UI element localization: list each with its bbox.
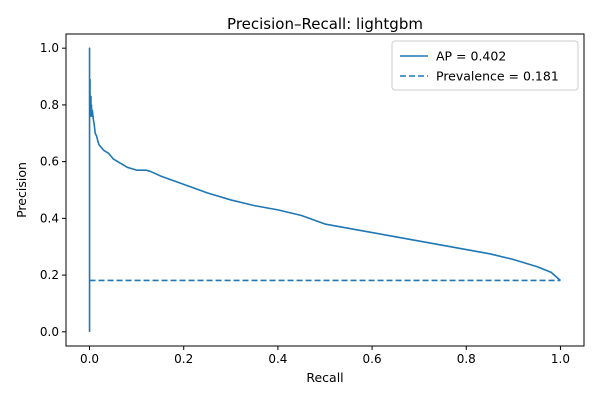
- y-tick-label: 0.2: [40, 268, 59, 282]
- plot-axes: 0.0 0.2 0.4 0.6 0.8 1.0 0.0 0.2 0.4 0.6 0.8 1.0: [40, 33, 585, 366]
- legend-label: Prevalence = 0.181: [436, 69, 559, 84]
- y-tick-label: 1.0: [40, 41, 59, 55]
- legend: AP = 0.402 Prevalence = 0.181: [391, 40, 579, 91]
- x-tick-label: 0.2: [174, 352, 193, 366]
- y-tick-label: 0.4: [40, 211, 59, 225]
- plot-frame: [65, 33, 585, 347]
- chart-title: Precision–Recall: lightgbm: [227, 15, 423, 33]
- y-tick-label: 0.8: [40, 98, 59, 112]
- x-tick-label: 0.4: [268, 352, 287, 366]
- series-layer: [88, 47, 561, 332]
- pr-curve-line: [88, 47, 561, 332]
- x-tick-label: 0.8: [457, 352, 476, 366]
- x-tick-label: 1.0: [551, 352, 570, 366]
- x-tick-label: 0.0: [80, 352, 99, 366]
- y-tick-label: 0.6: [40, 155, 59, 169]
- x-axis-label: Recall: [306, 370, 343, 385]
- legend-label: AP = 0.402: [436, 49, 506, 64]
- legend-box: [391, 40, 579, 91]
- x-tick-label: 0.6: [363, 352, 382, 366]
- y-axis-label: Precision: [14, 162, 29, 218]
- y-tick-label: 0.0: [40, 325, 59, 339]
